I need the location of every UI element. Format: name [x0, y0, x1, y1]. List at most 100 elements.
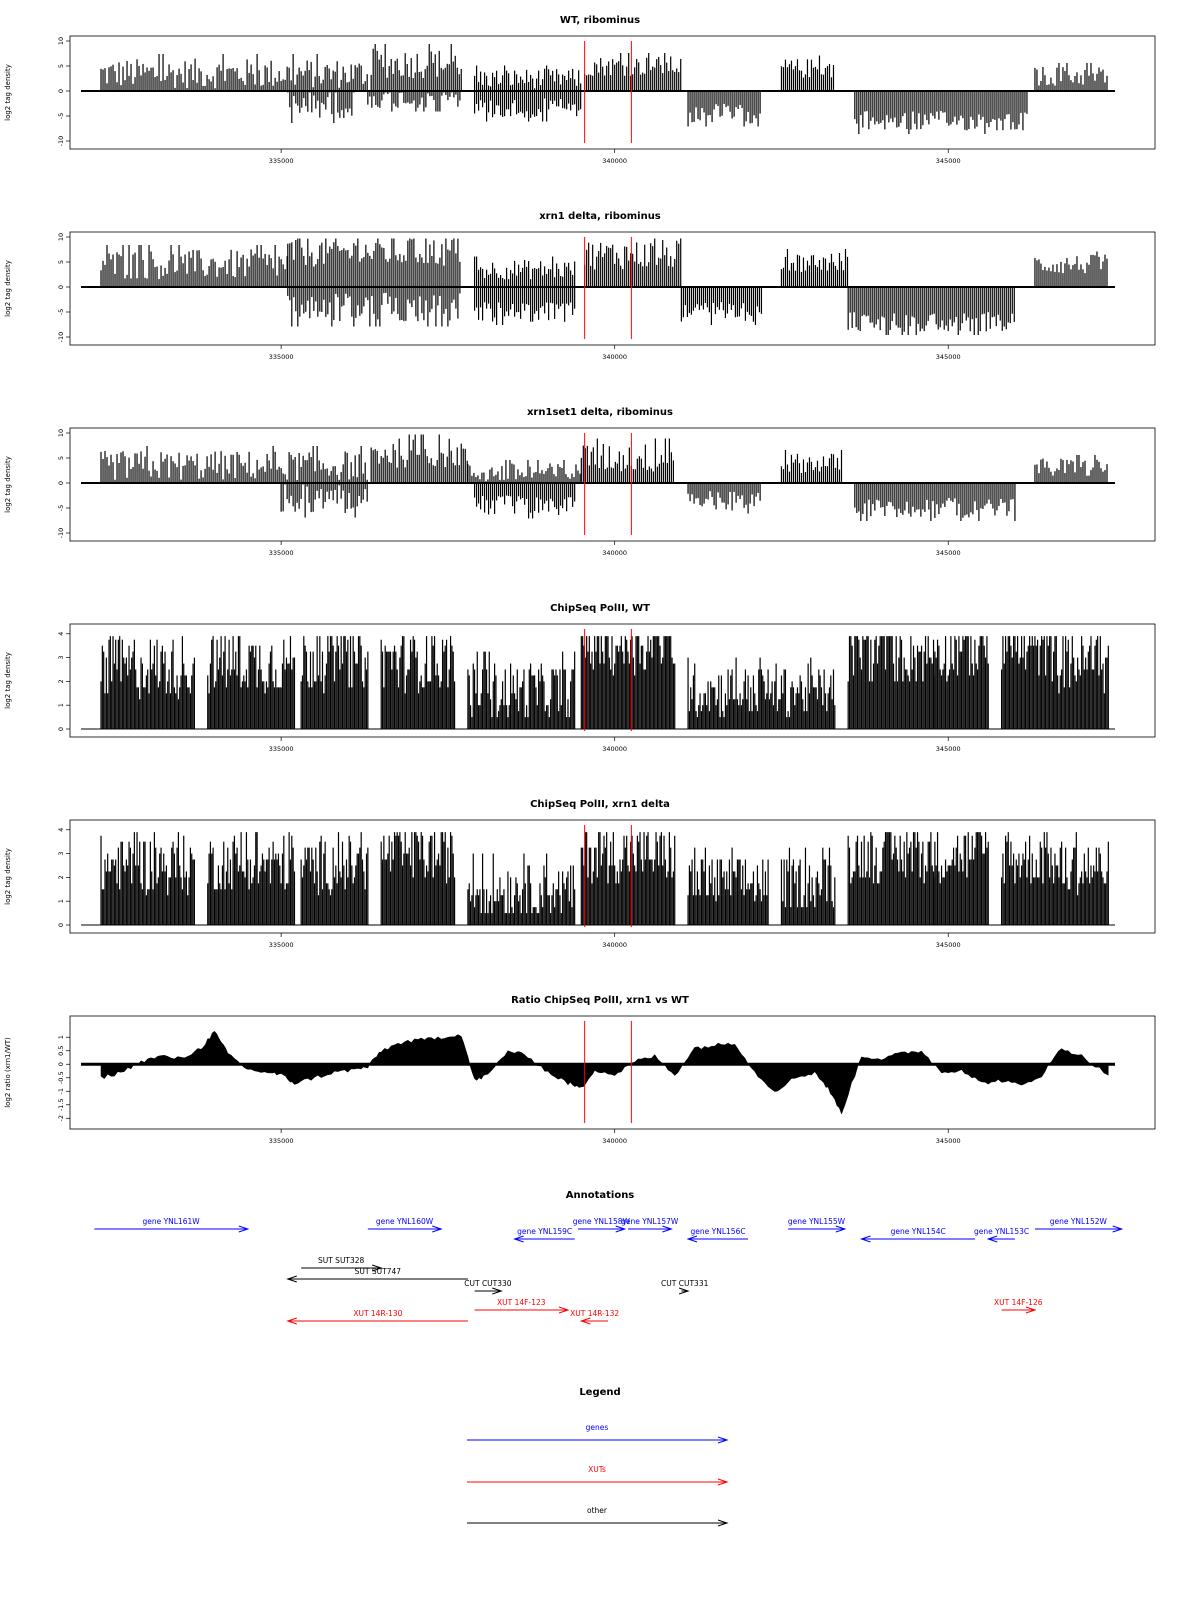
legend-entry-xut: XUTs: [467, 1465, 729, 1486]
arrow-head: [513, 1235, 524, 1243]
y-tick-label: -10: [57, 332, 65, 343]
annotation-gene-ynl152w: gene YNL152W: [1034, 1217, 1124, 1233]
bars: [100, 44, 1108, 134]
chart-title: xrn1 delta, ribominus: [539, 211, 661, 222]
y-tick-label: 3: [57, 656, 65, 660]
annotation-arrow: [686, 1235, 749, 1243]
annotation-arrow: [513, 1235, 575, 1243]
x-tick-label: 345000: [936, 549, 961, 557]
y-axis-label: log2 tag density: [4, 848, 12, 905]
chart-panel-5: ChipSeq PolII, xrn1 delta log2 tag densit…: [4, 799, 1156, 949]
annotation-label: gene YNL156C: [691, 1227, 746, 1236]
annotation-label: XUT 14F-123: [497, 1298, 546, 1307]
arrow-head: [662, 1225, 673, 1233]
annotation-arrow: [986, 1235, 1015, 1243]
y-tick-label: -1.5: [57, 1098, 65, 1111]
y-tick-label: 10: [57, 233, 65, 241]
y-axis-label: log2 tag density: [4, 64, 12, 121]
y-axis-label: log2 tag density: [4, 456, 12, 513]
legend-arrow: [467, 1478, 729, 1486]
annotation-sut-sut747: SUT SUT747: [286, 1267, 468, 1283]
annotation-label: XUT 14F-126: [994, 1298, 1043, 1307]
x-tick-label: 340000: [602, 353, 627, 361]
y-axis-label: log2 tag density: [4, 260, 12, 317]
annotation-label: gene YNL160W: [376, 1217, 434, 1226]
bars: [100, 434, 1108, 521]
legend-title: Legend: [579, 1387, 620, 1398]
annotation-xut-14r-130: XUT 14R-130: [286, 1309, 468, 1325]
y-tick-label: 0: [57, 89, 65, 93]
annotation-label: XUT 14R-132: [570, 1309, 619, 1318]
x-tick-label: 335000: [269, 353, 294, 361]
annotation-label: CUT CUT330: [464, 1279, 512, 1288]
y-axis-label: log2 ratio (xrn1/WT): [4, 1037, 12, 1108]
annotation-label: gene YNL153C: [974, 1227, 1029, 1236]
y-tick-label: 4: [57, 828, 65, 832]
chart-title: WT, ribominus: [560, 15, 640, 26]
annotation-arrow: [367, 1225, 443, 1233]
y-tick-label: -0.5: [57, 1071, 65, 1084]
y-tick-label: 0: [57, 923, 65, 927]
annotation-arrow: [286, 1275, 468, 1283]
annotation-arrow: [859, 1235, 975, 1243]
y-tick-label: 5: [57, 64, 65, 68]
annotation-xut-14f-123: XUT 14F-123: [474, 1298, 570, 1314]
annotation-label: gene YNL158W: [573, 1217, 631, 1226]
bars: [100, 832, 1109, 925]
x-tick-label: 340000: [602, 1137, 627, 1145]
y-tick-label: 4: [57, 632, 65, 636]
legend-label: other: [587, 1506, 608, 1515]
x-tick-label: 345000: [936, 941, 961, 949]
x-tick-label: 345000: [936, 157, 961, 165]
y-tick-label: 0: [57, 285, 65, 289]
arrow-head: [717, 1436, 729, 1444]
annotation-xut-14r-132: XUT 14R-132: [570, 1309, 619, 1325]
annotation-cut-cut330: CUT CUT330: [464, 1279, 512, 1295]
annotation-gene-ynl157w: gene YNL157W: [621, 1217, 679, 1233]
annotation-label: gene YNL157W: [621, 1217, 679, 1226]
y-tick-label: 10: [57, 37, 65, 45]
annotation-gene-ynl160w: gene YNL160W: [367, 1217, 443, 1233]
chart-panel-1: WT, ribominus log2 tag density -10 -5 0 5 10 33…: [4, 15, 1156, 165]
y-tick-label: 0.5: [57, 1046, 65, 1056]
annotation-arrow: [628, 1225, 673, 1233]
chart-title: ChipSeq PolII, xrn1 delta: [530, 799, 670, 810]
plot-frame: [69, 819, 1156, 934]
arrow-head: [1025, 1306, 1037, 1314]
annotation-xut-14f-126: XUT 14F-126: [994, 1298, 1043, 1314]
arrow-head: [579, 1317, 591, 1325]
y-axis-label: log2 tag density: [4, 652, 12, 709]
annotation-arrow: [94, 1225, 250, 1233]
annotation-label: SUT SUT747: [355, 1267, 402, 1276]
plot-frame: [69, 427, 1156, 542]
x-tick-label: 335000: [269, 157, 294, 165]
plot-frame: [69, 35, 1156, 150]
y-tick-label: -5: [57, 309, 65, 315]
y-tick-label: 0: [57, 1062, 65, 1066]
annotation-label: XUT 14R-130: [353, 1309, 402, 1318]
arrow-head: [717, 1478, 729, 1486]
arrow-head: [835, 1225, 847, 1233]
y-tick-label: 1: [57, 899, 65, 903]
legend: Legend genes XUTs other: [467, 1387, 729, 1527]
x-tick-label: 335000: [269, 1137, 294, 1145]
y-tick-label: 0: [57, 727, 65, 731]
arrow-head: [432, 1225, 443, 1233]
legend-label: XUTs: [588, 1465, 606, 1474]
bars: [100, 238, 1108, 335]
annotation-label: gene YNL152W: [1050, 1217, 1108, 1226]
annotations-title: Annotations: [566, 1190, 635, 1201]
annotation-arrow: [1001, 1306, 1037, 1314]
chart-panel-4: ChipSeq PolII, WT log2 tag density 0 1 2 3 4 33…: [4, 603, 1156, 753]
y-tick-label: -10: [57, 136, 65, 147]
chart-panel-2: xrn1 delta, ribominus log2 tag density -10…: [4, 211, 1156, 361]
legend-arrow: [467, 1436, 729, 1444]
y-tick-label: 1: [57, 703, 65, 707]
x-tick-label: 335000: [269, 941, 294, 949]
annotation-label: gene YNL161W: [142, 1217, 200, 1226]
annotation-gene-ynl156c: gene YNL156C: [686, 1227, 749, 1243]
arrow-head: [717, 1519, 729, 1527]
annotation-arrow: [474, 1306, 570, 1314]
x-tick-label: 340000: [602, 549, 627, 557]
